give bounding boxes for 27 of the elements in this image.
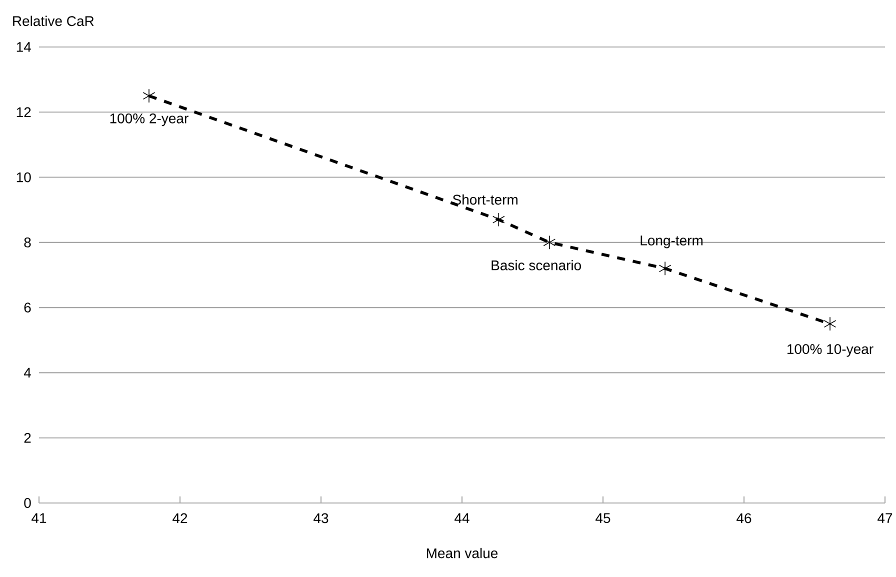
x-tick-label: 46	[736, 513, 752, 524]
y-tick-label: 14	[16, 42, 31, 52]
annotation: Long-term	[640, 236, 702, 248]
point	[142, 88, 156, 103]
x-axis-title: Mean value	[426, 548, 498, 558]
point	[824, 316, 836, 331]
y-tick-label: 10	[16, 172, 31, 182]
x-tick-label: 43	[314, 513, 328, 524]
annotation: Short-term	[452, 194, 518, 205]
point	[492, 212, 505, 227]
annotation: Basic scenario	[492, 260, 581, 270]
y-axis-title: Relative CaR	[13, 16, 94, 26]
x-tick-label: 44	[454, 513, 470, 523]
point	[543, 235, 556, 250]
y-tick-label: 6	[24, 302, 31, 313]
x-tick-label: 47	[878, 513, 892, 523]
x-tick-label: 41	[32, 513, 46, 523]
x-tick-label: 45	[596, 513, 610, 524]
point	[658, 261, 672, 276]
y-tick-label: 8	[24, 237, 31, 248]
y-tick-label: 12	[16, 107, 31, 118]
y-tick-label: 0	[24, 498, 31, 508]
annotation: 100% 10-year	[787, 344, 874, 357]
annotation: 100% 2-year	[110, 113, 188, 126]
x-tick-label: 42	[172, 513, 188, 524]
y-tick-label: 4	[24, 368, 31, 378]
y-tick-label: 2	[24, 432, 31, 443]
